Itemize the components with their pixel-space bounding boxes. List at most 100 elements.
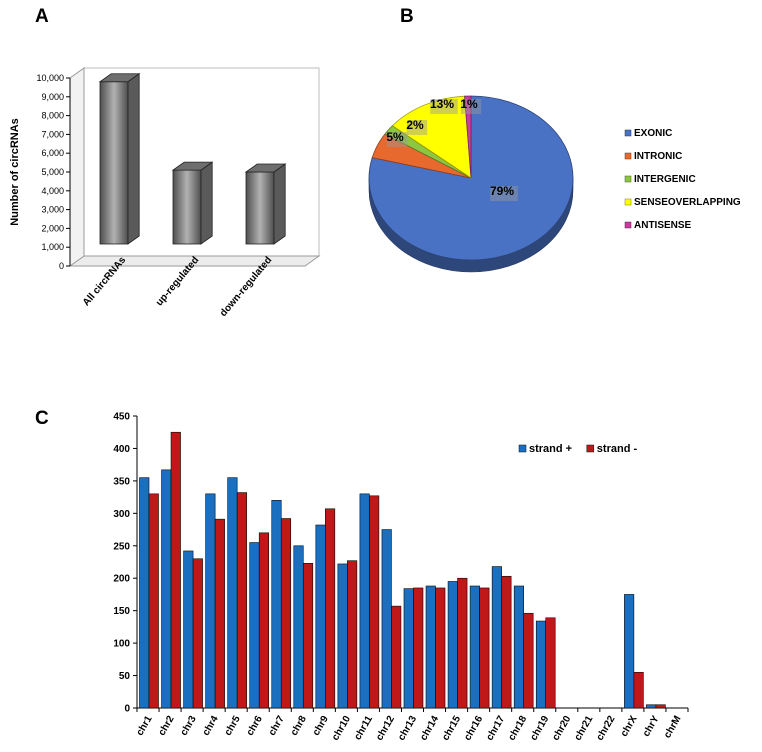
- chart-c-bar-strand: [325, 508, 336, 709]
- chart-c-bar-strand: [513, 585, 524, 709]
- pie-data-label-shadow: [490, 186, 518, 201]
- chart-c-bar-strand: [457, 577, 468, 709]
- chart-a-bar-front: [99, 81, 129, 245]
- chart-c-y-tick-label: 350: [113, 476, 130, 487]
- chart-c-y-tick-label: 300: [113, 509, 130, 520]
- chart-c-y-tick-label: 250: [113, 541, 130, 552]
- chart-c-legend-label: strand -: [597, 443, 638, 455]
- pie-data-label: 13%: [430, 97, 454, 111]
- chart-c-bar-strand: [535, 620, 547, 709]
- chart-c-category-label: chrX: [619, 714, 640, 739]
- pie-slice-senseoverlapping: [391, 95, 472, 179]
- chart-c-bar-strand: [148, 493, 159, 709]
- chart-a-y-tick-label: 5,000: [41, 167, 64, 177]
- chart-c-category-label: chr16: [462, 714, 485, 743]
- chart-c-bar-strand: [337, 563, 348, 709]
- chart-c-y-tick-label: 100: [113, 639, 130, 650]
- pie-slice-antisense: [464, 95, 472, 179]
- chart-c-category-label: chr4: [201, 714, 221, 738]
- chart-c-bar-strand: [183, 550, 194, 709]
- pie-data-label-shadow: [460, 99, 482, 114]
- pie-legend-label: INTRONIC: [634, 151, 682, 162]
- chart-c-category-label: chr18: [506, 714, 529, 743]
- chart-c-bar-strand: [381, 529, 392, 709]
- chart-a-bar-front: [245, 171, 275, 245]
- chart-c-category-label: chr1: [135, 714, 155, 738]
- chart-a-y-tick-label: 3,000: [41, 205, 64, 215]
- chart-c-category-label: chrM: [662, 714, 683, 740]
- chart-c-category-label: chr21: [573, 714, 596, 743]
- chart-c-category-label: chr22: [595, 714, 618, 743]
- chart-c-bar-strand: [447, 581, 458, 709]
- chart-c-y-tick-label: 150: [113, 606, 130, 617]
- chart-c-bar-strand: [258, 532, 270, 709]
- chart-a-y-tick-label: 7,000: [41, 129, 64, 139]
- pie-data-label: 79%: [490, 184, 514, 198]
- pie-legend-swatch: [624, 129, 632, 137]
- chart-c-legend-label: strand +: [529, 443, 572, 455]
- chart-c-y-tick-label: 400: [113, 444, 130, 455]
- chart-c-category-label: chr20: [551, 714, 574, 743]
- pie-legend-swatch: [624, 175, 632, 183]
- chart-c-bar-strand: [192, 558, 203, 709]
- chart-c-bar-strand: [236, 492, 247, 709]
- chart-c-category-label: chr19: [528, 714, 551, 743]
- pie-legend-label: SENSEOVERLAPPING: [634, 197, 741, 208]
- chart-c-category-label: chr17: [484, 714, 507, 743]
- chart-c-category-label: chr6: [245, 714, 265, 738]
- chart-c-category-label: chr2: [157, 714, 177, 738]
- chart-c-bar-strand: [205, 493, 216, 709]
- pie-data-label: 5%: [386, 130, 404, 144]
- chart-c-bar-strand: [170, 431, 181, 709]
- chart-c-bar-strand: [369, 495, 380, 709]
- pie-legend-swatch: [624, 198, 632, 206]
- pie-data-label-shadow: [430, 99, 458, 114]
- pie-legend-label: INTERGENIC: [634, 174, 696, 185]
- chart-c-bar-strand: [391, 605, 402, 709]
- chart-a-bar-top: [171, 161, 214, 171]
- chart-c-y-tick-label: 200: [113, 574, 130, 585]
- panel-label-c: C: [35, 408, 49, 429]
- chart-c-category-label: chr13: [396, 714, 419, 743]
- chart-a-y-tick-label: 2,000: [41, 223, 64, 233]
- chart-c-bar-strand: [161, 469, 172, 709]
- chart-a-y-tick-label: 9,000: [41, 92, 64, 102]
- pie-data-label-shadow: [406, 120, 428, 135]
- chart-c-bar-strand: [302, 562, 314, 709]
- chart-c-bar-strand: [501, 575, 512, 709]
- pie-slice-exonic: [368, 95, 574, 261]
- chart-c-category-label: chr15: [440, 714, 463, 743]
- chart-c-bar-strand: [479, 587, 490, 709]
- chart-c-bar-strand: [413, 587, 424, 709]
- chart-c-category-label: chr10: [330, 714, 353, 743]
- chart-c-bar-strand: [280, 518, 292, 709]
- chart-c-bar-strand: [425, 585, 436, 709]
- panel-label-a: A: [35, 6, 49, 27]
- chart-a-bar-top: [244, 163, 287, 173]
- chart-c-bar-strand: [469, 585, 480, 709]
- panel-label-b: B: [400, 6, 414, 27]
- chart-c-bar-strand: [227, 477, 238, 709]
- chart-c-bar-strand: [403, 588, 414, 709]
- pie-legend-swatch: [624, 221, 632, 229]
- chart-c-bar-strand: [315, 524, 326, 709]
- chart-c-category-label: chr9: [311, 714, 331, 738]
- chart-c-bar-strand: [491, 566, 502, 709]
- chart-a-y-tick-label: 1,000: [41, 242, 64, 252]
- pie-data-label-shadow: [386, 132, 408, 147]
- chart-c-legend-swatch: [518, 444, 527, 453]
- chart-c-bar-strand: [435, 587, 446, 709]
- pie-legend-label: EXONIC: [634, 128, 672, 139]
- chart-c-category-label: chr5: [223, 714, 243, 738]
- pie-legend-label: ANTISENSE: [634, 220, 692, 231]
- chart-c-bar-strand: [633, 672, 644, 709]
- chart-a-y-tick-label: 10,000: [36, 73, 64, 83]
- chart-c-bar-strand: [249, 542, 260, 709]
- chart-c-bar-strand: [624, 594, 635, 709]
- chart-c-y-tick-label: 450: [113, 412, 130, 423]
- chart-c-category-label: chr12: [374, 714, 397, 743]
- pie-data-label: 1%: [460, 97, 478, 111]
